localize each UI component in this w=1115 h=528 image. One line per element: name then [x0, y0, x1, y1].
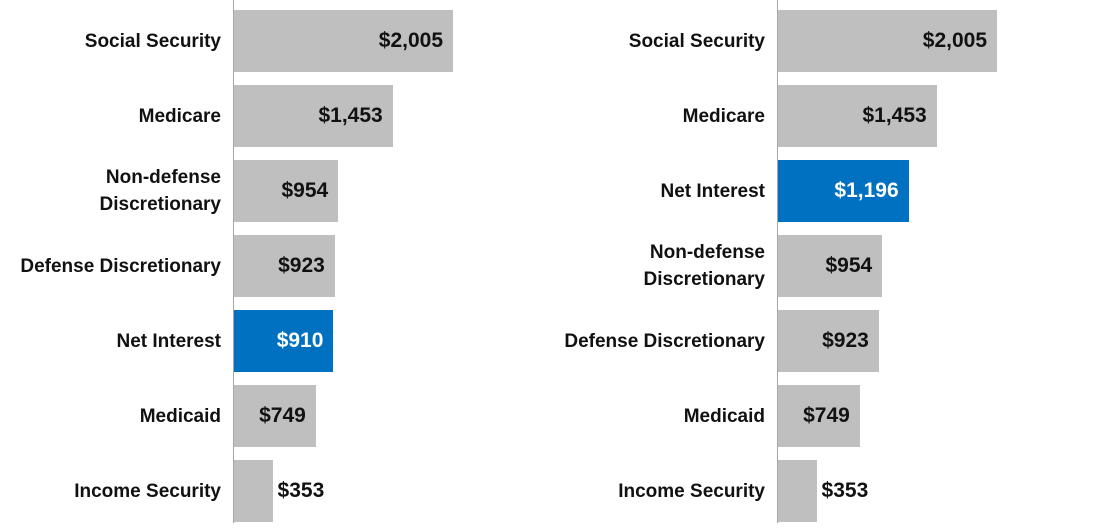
category-label: Medicare	[682, 105, 765, 127]
value-label: $954	[825, 254, 873, 277]
category-label: Medicaid	[139, 405, 221, 427]
axis-line	[777, 0, 778, 523]
bar	[234, 385, 316, 447]
axis-line	[233, 0, 234, 523]
value-label: $910	[276, 329, 324, 352]
bar	[234, 85, 393, 147]
category-label: Net Interest	[116, 330, 221, 352]
bar	[234, 310, 334, 372]
bar	[778, 310, 879, 372]
value-label: $749	[259, 404, 306, 427]
category-label: Income Security	[74, 480, 221, 502]
category-label: Net Interest	[660, 180, 765, 202]
category-label: Defense Discretionary	[564, 330, 765, 352]
value-label: $2,005	[378, 29, 443, 52]
value-label: $1,196	[834, 179, 899, 202]
value-label: $353	[277, 479, 325, 502]
bar	[778, 460, 817, 522]
value-label: $1,453	[318, 104, 383, 127]
category-label: Social Security	[84, 30, 221, 52]
bar	[234, 235, 335, 297]
value-label: $923	[278, 254, 325, 277]
value-label: $2,005	[922, 29, 987, 52]
bar	[234, 160, 339, 222]
bar	[778, 385, 860, 447]
value-label: $1,453	[862, 104, 927, 127]
category-label: Defense Discretionary	[20, 255, 221, 277]
bar	[234, 460, 273, 522]
category-label: Non-defense Discretionary	[99, 167, 221, 215]
bar	[778, 160, 909, 222]
category-label: Medicare	[138, 105, 221, 127]
category-label: Income Security	[618, 480, 765, 502]
value-label: $749	[803, 404, 850, 427]
category-label: Social Security	[628, 30, 765, 52]
value-label: $353	[821, 479, 869, 502]
value-label: $923	[822, 329, 869, 352]
bar	[778, 235, 883, 297]
bar	[778, 85, 937, 147]
bar	[234, 10, 453, 72]
category-label: Medicaid	[683, 405, 765, 427]
bar	[778, 10, 997, 72]
category-label: Non-defense Discretionary	[643, 242, 765, 290]
value-label: $954	[281, 179, 329, 202]
